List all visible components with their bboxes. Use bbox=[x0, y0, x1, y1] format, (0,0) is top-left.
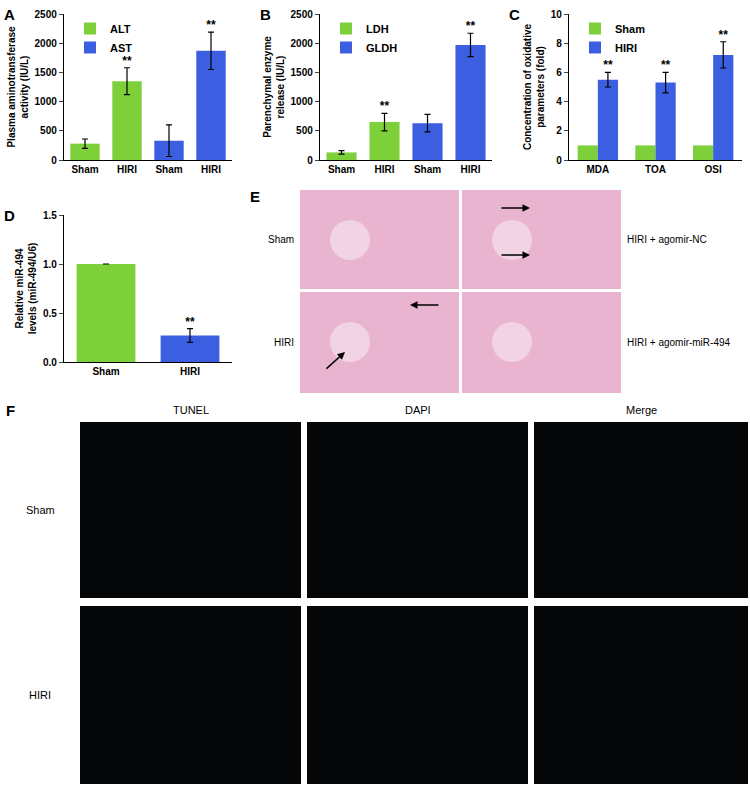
svg-text:500: 500 bbox=[40, 125, 57, 136]
svg-text:Sham: Sham bbox=[328, 164, 355, 175]
svg-text:**: ** bbox=[719, 28, 729, 42]
svg-text:TOA: TOA bbox=[645, 164, 666, 175]
svg-text:HIRI: HIRI bbox=[180, 366, 200, 377]
svg-text:Sham: Sham bbox=[615, 23, 645, 35]
svg-text:Sham: Sham bbox=[92, 366, 119, 377]
svg-text:LDH: LDH bbox=[366, 23, 389, 35]
svg-text:0: 0 bbox=[51, 155, 57, 166]
svg-text:A: A bbox=[4, 6, 15, 23]
svg-text:1500: 1500 bbox=[291, 67, 314, 78]
svg-text:Merge: Merge bbox=[626, 404, 657, 416]
svg-text:2500: 2500 bbox=[35, 9, 58, 20]
svg-text:HIRI: HIRI bbox=[29, 689, 51, 701]
svg-text:Parenchymal enzymerelease (IU/: Parenchymal enzymerelease (IU/L) bbox=[262, 36, 286, 138]
svg-text:**: ** bbox=[206, 18, 216, 32]
svg-text:1.0: 1.0 bbox=[43, 259, 57, 270]
svg-text:D: D bbox=[4, 207, 15, 224]
svg-text:AST: AST bbox=[110, 42, 132, 54]
svg-text:HIRI: HIRI bbox=[117, 164, 137, 175]
svg-text:2000: 2000 bbox=[291, 38, 314, 49]
svg-text:Relative miR-494levels (miR-49: Relative miR-494levels (miR-494/U6) bbox=[14, 243, 38, 335]
svg-text:10: 10 bbox=[551, 9, 563, 20]
svg-text:Concentration of oxidativepara: Concentration of oxidativeparameters (fo… bbox=[522, 24, 546, 151]
svg-text:**: ** bbox=[122, 54, 132, 68]
svg-text:6: 6 bbox=[556, 67, 562, 78]
svg-text:1.5: 1.5 bbox=[43, 210, 57, 221]
svg-text:OSI: OSI bbox=[705, 164, 722, 175]
svg-text:Sham: Sham bbox=[155, 164, 182, 175]
svg-text:HIRI + agomir-miR-494: HIRI + agomir-miR-494 bbox=[627, 337, 731, 348]
svg-text:**: ** bbox=[661, 58, 671, 72]
svg-text:B: B bbox=[260, 6, 271, 23]
svg-text:F: F bbox=[6, 402, 15, 419]
svg-text:DAPI: DAPI bbox=[405, 404, 431, 416]
svg-text:2000: 2000 bbox=[35, 38, 58, 49]
svg-text:Sham: Sham bbox=[414, 164, 441, 175]
svg-text:0.5: 0.5 bbox=[43, 308, 57, 319]
svg-text:**: ** bbox=[466, 19, 476, 33]
svg-text:MDA: MDA bbox=[586, 164, 609, 175]
svg-text:Sham: Sham bbox=[26, 504, 55, 516]
svg-text:HIRI: HIRI bbox=[375, 164, 395, 175]
svg-text:Plasma aminotransferaseactivit: Plasma aminotransferaseactivity (IU/L) bbox=[6, 26, 30, 148]
svg-text:0: 0 bbox=[307, 155, 313, 166]
svg-text:GLDH: GLDH bbox=[366, 42, 397, 54]
svg-text:4: 4 bbox=[556, 96, 562, 107]
svg-text:HIRI: HIRI bbox=[201, 164, 221, 175]
svg-text:TUNEL: TUNEL bbox=[173, 404, 209, 416]
svg-text:2500: 2500 bbox=[291, 9, 314, 20]
svg-text:**: ** bbox=[603, 58, 613, 72]
svg-text:C: C bbox=[509, 6, 520, 23]
svg-text:**: ** bbox=[185, 315, 195, 329]
svg-text:2: 2 bbox=[556, 125, 562, 136]
svg-text:**: ** bbox=[380, 99, 390, 113]
svg-text:ALT: ALT bbox=[110, 23, 131, 35]
svg-text:E: E bbox=[250, 188, 260, 205]
svg-text:Sham: Sham bbox=[268, 234, 294, 245]
svg-text:0.0: 0.0 bbox=[43, 357, 57, 368]
svg-text:1000: 1000 bbox=[291, 96, 314, 107]
svg-text:1000: 1000 bbox=[35, 96, 58, 107]
svg-text:HIRI: HIRI bbox=[274, 337, 294, 348]
svg-text:HIRI + agomir-NC: HIRI + agomir-NC bbox=[627, 234, 707, 245]
svg-text:Sham: Sham bbox=[71, 164, 98, 175]
svg-text:HIRI: HIRI bbox=[461, 164, 481, 175]
svg-text:500: 500 bbox=[296, 125, 313, 136]
svg-text:8: 8 bbox=[556, 38, 562, 49]
svg-text:HIRI: HIRI bbox=[615, 42, 637, 54]
svg-text:1500: 1500 bbox=[35, 67, 58, 78]
svg-text:0: 0 bbox=[556, 155, 562, 166]
